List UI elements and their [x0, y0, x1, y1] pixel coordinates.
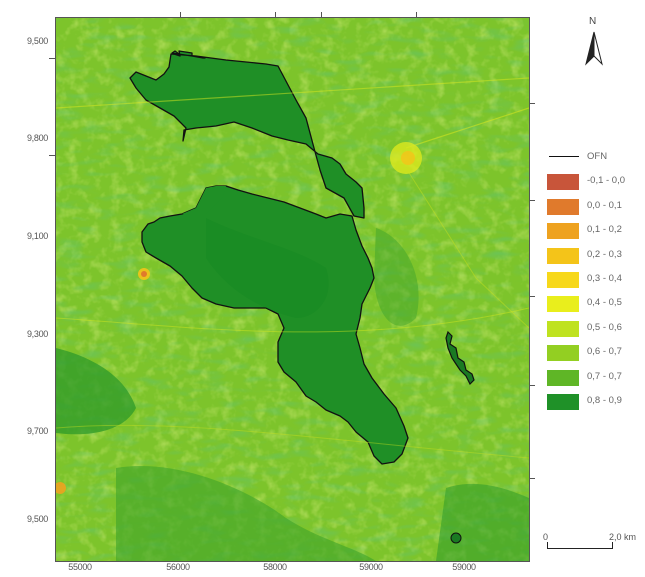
scale-line: [547, 548, 613, 549]
legend-label: 0,0 - 0,1: [587, 199, 622, 211]
legend-swatch: [547, 247, 579, 264]
legend-swatch: [547, 393, 579, 410]
legend-swatch: [547, 296, 579, 313]
y-tick-label: 9,700: [26, 426, 48, 436]
frame-tick: [529, 103, 535, 104]
map-svg: [56, 18, 529, 561]
scale-tick: [612, 542, 613, 548]
y-tick-label: 9,300: [26, 329, 48, 339]
scale-distance-label: 2,0 km: [609, 532, 637, 542]
x-tick-label: 58000: [263, 562, 287, 572]
legend-item-class: 0,7 - 0,7: [547, 366, 643, 390]
scale-zero-label: 0: [543, 532, 549, 542]
x-tick-label: 56000: [166, 562, 190, 572]
legend-item-class: 0,2 - 0,3: [547, 244, 643, 268]
x-tick-label: 59000: [452, 562, 476, 572]
frame-tick: [275, 12, 276, 18]
legend-classes: -0,1 - 0,0 0,0 - 0,1 0,1 - 0,2 0,2 - 0,3 0,3…: [547, 170, 643, 414]
legend-item-class: -0,1 - 0,0: [547, 170, 643, 194]
legend-swatch: [547, 174, 579, 191]
legend-item-class: 0,5 - 0,6: [547, 317, 643, 341]
legend-item-class: 0,1 - 0,2: [547, 219, 643, 243]
protected-area-boundary[interactable]: [129, 50, 365, 219]
map-canvas[interactable]: [55, 17, 530, 562]
y-tick-label: 9,500: [26, 514, 48, 524]
frame-tick: [49, 155, 55, 156]
map-legend: OFN -0,1 - 0,0 0,0 - 0,1 0,1 - 0,2 0,2 - 0,…: [547, 146, 643, 414]
legend-item-boundary: OFN: [547, 146, 643, 170]
scale-tick: [547, 542, 548, 548]
legend-swatch: [547, 369, 579, 386]
legend-item-class: 0,0 - 0,1: [547, 195, 643, 219]
y-tick-label: 9,100: [26, 231, 48, 241]
frame-tick: [180, 12, 181, 18]
legend-label: 0,6 - 0,7: [587, 346, 622, 358]
legend-label: 0,1 - 0,2: [587, 224, 622, 236]
legend-item-class: 0,4 - 0,5: [547, 292, 643, 316]
legend-label: 0,4 - 0,5: [587, 297, 622, 309]
legend-label: 0,2 - 0,3: [587, 248, 622, 260]
x-tick-label: 55000: [68, 562, 92, 572]
x-tick-label: 59000: [359, 562, 383, 572]
y-tick-label: 9,800: [26, 133, 48, 143]
legend-label: 0,8 - 0,9: [587, 394, 622, 406]
north-label: N: [589, 16, 597, 27]
scale-bar: 0 2,0 km: [543, 532, 643, 560]
legend-item-class: 0,3 - 0,4: [547, 268, 643, 292]
frame-tick: [49, 58, 55, 59]
frame-tick: [321, 12, 322, 18]
legend-label: 0,5 - 0,6: [587, 321, 622, 333]
legend-item-class: 0,6 - 0,7: [547, 341, 643, 365]
boundary-line-icon: [549, 156, 579, 157]
legend-label: 0,7 - 0,7: [587, 370, 622, 382]
legend-label: OFN: [587, 151, 608, 162]
wetland-feature: [445, 330, 475, 386]
legend-swatch: [547, 271, 579, 288]
legend-swatch: [547, 320, 579, 337]
frame-tick: [529, 478, 535, 479]
legend-label: -0,1 - 0,0: [587, 175, 626, 187]
legend-label: 0,3 - 0,4: [587, 272, 622, 284]
legend-item-class: 0,8 - 0,9: [547, 390, 643, 414]
frame-tick: [529, 200, 535, 201]
legend-swatch: [547, 345, 579, 362]
north-arrow-icon: [585, 31, 603, 66]
frame-tick: [529, 296, 535, 297]
legend-swatch: [547, 223, 579, 240]
frame-tick: [416, 12, 417, 18]
y-tick-label: 9,500: [26, 36, 48, 46]
frame-tick: [529, 385, 535, 386]
legend-swatch: [547, 198, 579, 215]
